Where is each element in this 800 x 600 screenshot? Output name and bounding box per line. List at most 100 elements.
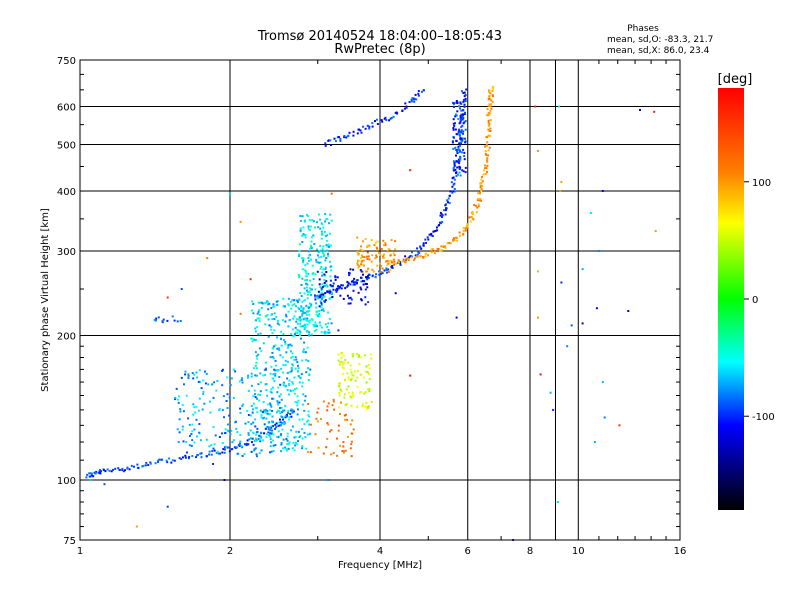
data-point (452, 237, 455, 240)
data-point (475, 211, 478, 214)
data-point (276, 322, 279, 325)
data-point (343, 136, 346, 139)
data-point (307, 414, 310, 417)
data-point (271, 410, 274, 412)
data-point (267, 426, 270, 429)
data-point (349, 423, 352, 426)
data-point (229, 192, 231, 195)
data-point (291, 352, 294, 355)
data-point (387, 268, 390, 271)
data-point (211, 383, 214, 386)
data-point (269, 451, 272, 454)
data-point (388, 119, 391, 122)
data-point (430, 250, 433, 253)
data-point (310, 423, 312, 426)
data-point (359, 356, 362, 359)
data-point (462, 114, 465, 117)
data-point (350, 455, 353, 458)
data-point (284, 446, 286, 449)
data-point (305, 359, 308, 361)
data-point (457, 158, 460, 161)
data-point (341, 352, 344, 354)
data-point (487, 114, 490, 117)
data-point (97, 471, 100, 474)
data-point (271, 377, 274, 380)
data-point (357, 355, 360, 358)
data-point (279, 411, 282, 414)
data-point (263, 416, 266, 419)
data-point (352, 130, 355, 133)
data-point (366, 270, 368, 273)
data-point (241, 381, 244, 384)
data-point (262, 411, 264, 414)
data-point (458, 133, 461, 136)
data-point (302, 226, 305, 229)
data-point (197, 380, 200, 383)
data-point (427, 238, 430, 241)
data-point (399, 264, 402, 266)
data-point (89, 479, 92, 481)
data-point (319, 244, 322, 247)
data-point (272, 305, 275, 308)
data-point (161, 458, 164, 461)
data-point (397, 261, 400, 264)
data-point (166, 505, 169, 508)
data-point (277, 386, 280, 389)
data-point (462, 117, 465, 120)
data-point (271, 425, 274, 428)
data-point (350, 379, 353, 381)
data-point (431, 248, 434, 251)
data-point (349, 283, 352, 286)
data-point (457, 145, 460, 148)
data-point (430, 234, 433, 237)
data-point (177, 398, 180, 401)
data-point (301, 312, 304, 315)
data-point (397, 259, 400, 262)
data-point (393, 260, 396, 263)
data-point (303, 341, 306, 344)
data-point (124, 469, 126, 472)
data-point (418, 252, 421, 254)
data-point (326, 239, 329, 242)
data-point (323, 273, 326, 276)
data-point (137, 466, 140, 469)
data-point (286, 432, 289, 435)
data-point (314, 323, 317, 326)
data-point (326, 290, 329, 293)
data-point (383, 256, 386, 259)
data-point (356, 385, 359, 388)
data-point (364, 405, 367, 408)
data-point (453, 169, 455, 172)
data-point (274, 427, 276, 430)
data-point (359, 129, 362, 132)
data-point (302, 318, 305, 321)
data-point (223, 446, 226, 449)
data-point (365, 401, 368, 404)
data-point (254, 330, 257, 333)
data-point (473, 204, 476, 206)
data-point (314, 294, 316, 297)
data-point (390, 116, 393, 119)
data-point (288, 371, 291, 373)
grid-lines (80, 60, 680, 540)
data-point (221, 368, 224, 371)
data-point (193, 373, 196, 376)
data-point (264, 315, 267, 318)
data-point (284, 404, 287, 407)
data-point (363, 256, 366, 259)
data-point (461, 169, 464, 172)
data-point (153, 318, 156, 321)
data-point (284, 416, 287, 419)
data-point (244, 422, 247, 425)
data-point (320, 237, 323, 240)
data-point (368, 273, 371, 276)
data-point (340, 390, 343, 393)
data-point (366, 244, 369, 247)
data-point (162, 318, 165, 321)
data-point (312, 278, 315, 281)
data-point (310, 303, 313, 306)
data-point (251, 441, 253, 444)
data-point (274, 359, 277, 362)
data-point (441, 216, 443, 218)
data-point (221, 369, 224, 372)
